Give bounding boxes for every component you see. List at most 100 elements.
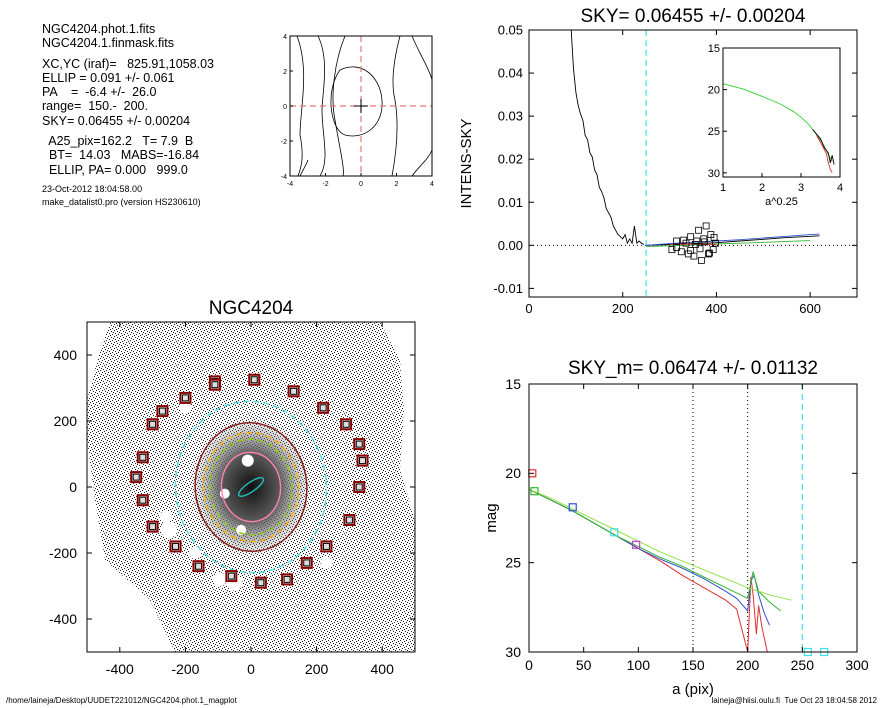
- y-tick-label: 25: [708, 126, 720, 138]
- sky-box: [287, 385, 300, 398]
- sky-box-inner: [149, 523, 157, 531]
- contour-line: [391, 35, 401, 177]
- sky-box-inner: [359, 457, 367, 465]
- sky-box: [136, 451, 149, 464]
- sky-box-marker: [698, 256, 705, 264]
- info-line: A25_pix=162.2 T= 7.9 B: [42, 134, 194, 149]
- info-line: NGC4204.phot.1.fits: [42, 22, 156, 36]
- y-tick-label: 0.01: [498, 195, 523, 210]
- point-marker: [632, 540, 641, 549]
- sky-box: [320, 540, 333, 553]
- contour-line: [332, 35, 346, 177]
- info-line: range= 150.- 200.: [42, 99, 148, 114]
- sky-box-inner: [355, 483, 363, 491]
- masked-star: [212, 572, 227, 587]
- x-tick-label: 200: [305, 661, 329, 677]
- sky-box-inner: [139, 453, 147, 461]
- y-tick-label: 0.05: [498, 23, 523, 38]
- masked-star: [189, 547, 202, 559]
- y-tick-label: 0: [69, 479, 77, 495]
- footer-path: /home/laineja/Desktop/UUDET221012/NGC420…: [6, 696, 237, 705]
- sky-box: [156, 405, 169, 418]
- x-tick-label: -4: [287, 181, 293, 188]
- sky-box-marker: [709, 246, 717, 254]
- x-tick-label: 2: [395, 181, 399, 188]
- isophote-ellipse: [220, 451, 282, 523]
- inset-background: [723, 48, 840, 177]
- series-line: [528, 488, 770, 626]
- sky-box: [340, 418, 353, 431]
- info-line: ELLIP, PA= 0.000 999.0: [42, 162, 188, 177]
- sky-box: [343, 514, 356, 526]
- contour-line: [317, 35, 326, 177]
- y-tick-label: 0.03: [498, 109, 523, 124]
- x-tick-label: 3: [798, 182, 804, 194]
- sky-box-inner: [283, 575, 291, 583]
- sky-box: [254, 576, 267, 589]
- sky-box-inner: [172, 542, 180, 550]
- x-axis-label: a (pix): [672, 681, 714, 698]
- y-tick-label: 0.02: [498, 152, 523, 167]
- y-axis-label: mag: [483, 503, 500, 532]
- sky-box-inner: [290, 387, 298, 395]
- sky-box-inner: [345, 516, 353, 524]
- isophote-ellipse: [237, 477, 265, 497]
- sky-box: [179, 391, 192, 404]
- x-tick-label: 300: [845, 657, 869, 673]
- sky-box-inner: [257, 579, 265, 587]
- sky-box-marker: [668, 246, 676, 254]
- inset-x-label: a^0.25: [765, 196, 798, 208]
- masked-star: [236, 524, 247, 535]
- sky-box-inner: [322, 542, 330, 550]
- x-tick-label: 4: [430, 181, 434, 188]
- masked-star: [320, 556, 333, 569]
- x-tick-label: 0: [525, 657, 533, 673]
- timestamp: 23-Oct-2012 18:04:58.00: [42, 183, 143, 194]
- sky-box-inner: [355, 440, 363, 448]
- sky-box-marker: [712, 239, 719, 247]
- inset-series-line: [812, 129, 835, 165]
- isophote-ellipse: [174, 400, 328, 574]
- sky-box-marker: [687, 247, 695, 254]
- sky-box: [169, 540, 182, 553]
- x-tick-label: 200: [736, 657, 760, 673]
- x-tick-label: 400: [706, 301, 728, 316]
- x-tick-label: -200: [171, 661, 199, 677]
- y-axis-label: INTENS-SKY: [458, 118, 475, 208]
- contour-panel: -4-4 -2 -2 0 0 2 2 4 4: [281, 34, 434, 188]
- sky-box-inner: [149, 420, 157, 428]
- sky-box: [353, 438, 366, 451]
- info-line: NGC4204.1.finmask.fits: [42, 36, 174, 51]
- sky-box-marker: [677, 248, 685, 256]
- sky-box: [300, 556, 313, 569]
- sky-box-inner: [158, 407, 166, 415]
- x-tick-label: 600: [799, 301, 821, 316]
- sky-box-marker: [701, 238, 709, 246]
- sky-box: [353, 481, 366, 493]
- info-panel: NGC4204.phot.1.fits NGC4204.1.finmask.fi…: [42, 22, 282, 209]
- info-line: ELLIP = 0.091 +/- 0.061: [42, 70, 175, 85]
- series-line: [570, 29, 645, 245]
- image-title: NGC4204: [209, 298, 294, 319]
- x-tick-label: 150: [681, 657, 705, 673]
- sky-box-inner: [181, 394, 189, 402]
- sky-box: [146, 520, 159, 533]
- contour-line: [411, 149, 433, 177]
- sky-box-marker: [706, 249, 713, 257]
- sky-box-inner: [227, 572, 235, 580]
- x-tick-label: 0: [525, 301, 532, 316]
- x-tick-label: 2: [759, 182, 765, 194]
- sky-box-marker: [695, 226, 703, 234]
- y-tick-label: -4: [281, 174, 287, 181]
- sky-box-marker: [680, 236, 688, 244]
- sky-box-inner: [195, 562, 203, 570]
- series-line: [528, 488, 792, 601]
- sky-box-marker: [702, 222, 710, 230]
- sky-box-marker: [673, 237, 680, 245]
- x-tick-label: 50: [576, 657, 592, 673]
- isophote-ellipse: [202, 431, 300, 543]
- y-tick-label: 0: [283, 104, 287, 111]
- series-line: [646, 233, 820, 246]
- sky-box-marker: [687, 233, 695, 241]
